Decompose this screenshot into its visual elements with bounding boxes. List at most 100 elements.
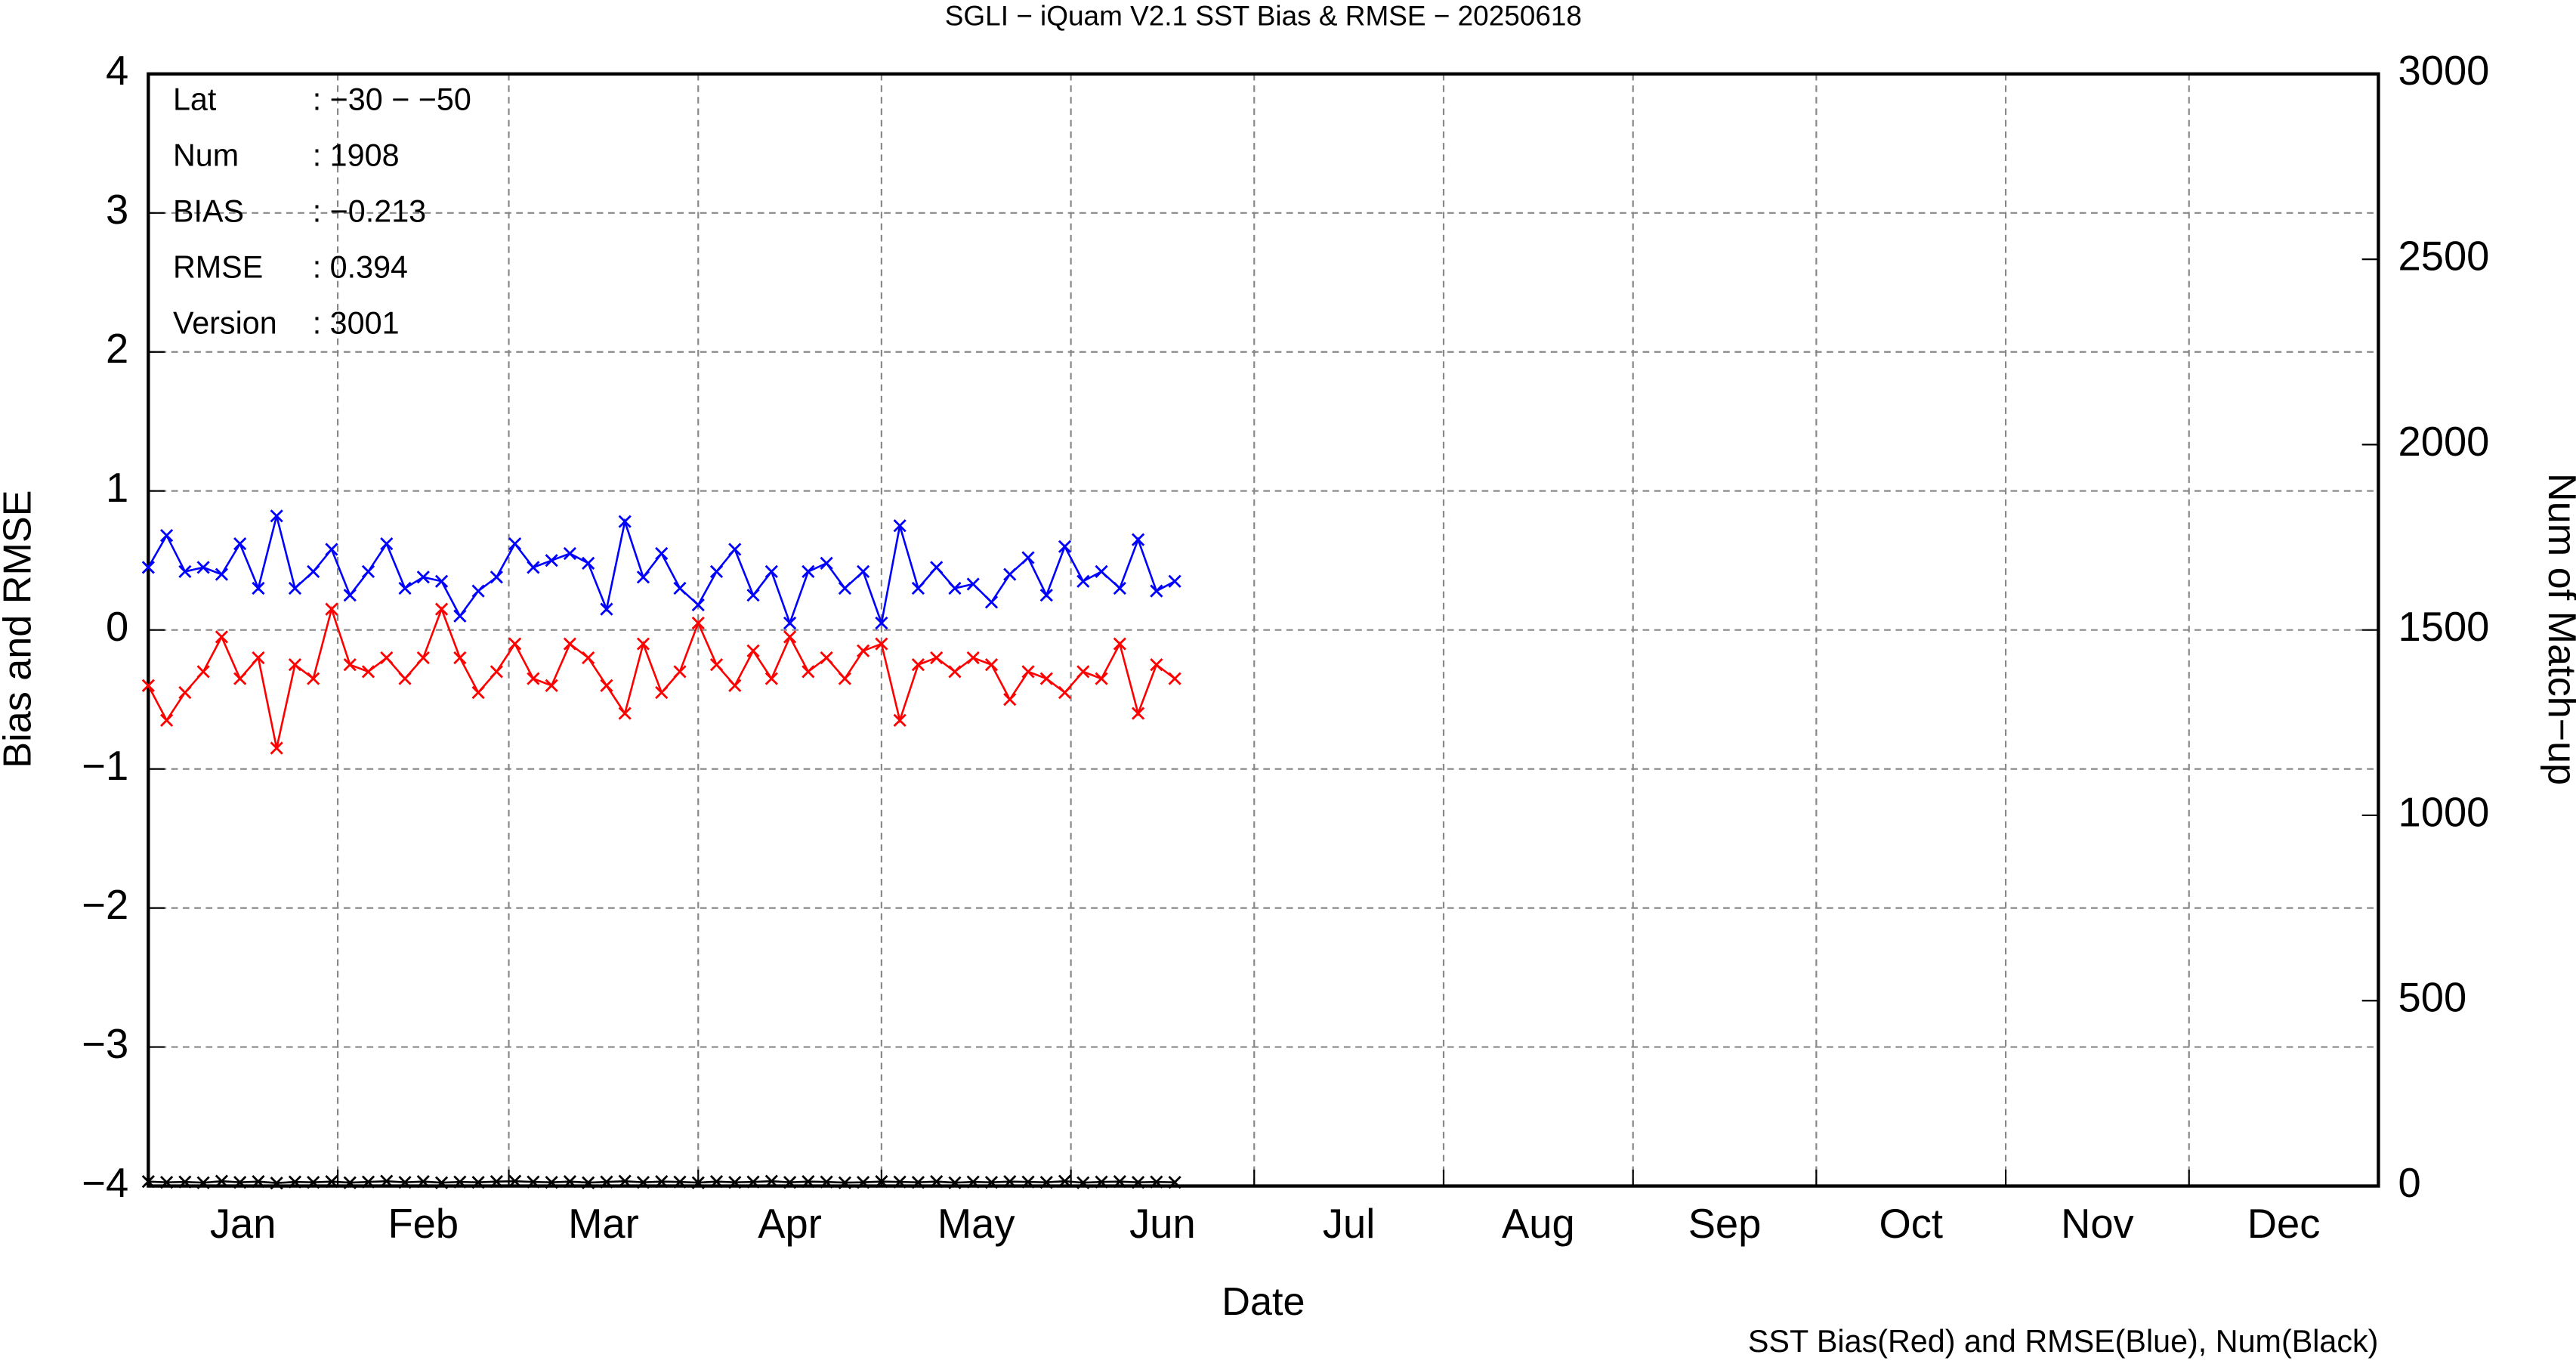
data-point bbox=[728, 1176, 742, 1189]
data-point bbox=[1076, 1176, 1090, 1189]
data-point bbox=[1131, 533, 1145, 546]
data-point bbox=[691, 598, 705, 612]
y2-tick-label: 1000 bbox=[2398, 789, 2490, 835]
data-point bbox=[857, 1176, 870, 1189]
data-point bbox=[361, 564, 375, 579]
data-point bbox=[1003, 567, 1017, 581]
data-point bbox=[1113, 637, 1126, 651]
data-point bbox=[636, 571, 650, 584]
data-point bbox=[288, 658, 302, 672]
data-point bbox=[545, 554, 558, 567]
data-point bbox=[343, 658, 357, 672]
info-value: : 3001 bbox=[313, 305, 400, 340]
data-point bbox=[764, 564, 778, 579]
info-value: : 0.394 bbox=[313, 249, 408, 284]
info-label: Lat bbox=[173, 82, 217, 117]
data-point bbox=[930, 651, 944, 665]
data-point bbox=[582, 556, 595, 570]
data-point bbox=[1076, 574, 1090, 588]
data-point bbox=[141, 1175, 155, 1189]
data-point bbox=[746, 589, 760, 602]
data-point bbox=[930, 561, 944, 574]
x-tick-label: Apr bbox=[758, 1201, 822, 1247]
data-point bbox=[875, 616, 888, 630]
data-point bbox=[178, 564, 192, 579]
data-point bbox=[691, 616, 705, 630]
data-point bbox=[746, 644, 760, 657]
data-point bbox=[508, 1174, 522, 1188]
data-point bbox=[1021, 551, 1035, 564]
data-point bbox=[1150, 1175, 1163, 1189]
data-point bbox=[673, 1175, 687, 1189]
data-point bbox=[636, 637, 650, 651]
x-axis-label: Date bbox=[1222, 1280, 1305, 1324]
data-point bbox=[215, 630, 229, 644]
data-point bbox=[159, 1176, 174, 1189]
data-point bbox=[270, 509, 283, 523]
data-point bbox=[1095, 1175, 1108, 1189]
data-point bbox=[252, 1175, 265, 1189]
data-point bbox=[728, 543, 742, 556]
data-point bbox=[270, 741, 283, 755]
data-point bbox=[434, 602, 449, 616]
y-tick-label: 0 bbox=[106, 604, 128, 650]
series-line bbox=[147, 515, 1175, 627]
data-point bbox=[802, 1175, 815, 1189]
data-point bbox=[380, 537, 394, 551]
data-point bbox=[655, 1175, 669, 1189]
data-point bbox=[434, 574, 449, 588]
info-label: Num bbox=[173, 138, 239, 173]
data-point bbox=[673, 581, 687, 595]
y2-tick-label: 500 bbox=[2398, 975, 2467, 1021]
y2-tick-label: 0 bbox=[2398, 1160, 2421, 1206]
data-point bbox=[471, 584, 485, 598]
data-point bbox=[691, 1176, 705, 1189]
data-point bbox=[196, 665, 210, 679]
data-point bbox=[1003, 693, 1017, 707]
data-point bbox=[1113, 581, 1126, 595]
data-point bbox=[1058, 685, 1072, 700]
data-point bbox=[307, 564, 320, 579]
data-point bbox=[343, 1176, 357, 1189]
data-point bbox=[838, 672, 851, 685]
data-point bbox=[288, 1175, 302, 1189]
data-point bbox=[178, 1175, 192, 1189]
data-point bbox=[857, 644, 870, 657]
info-value: : −0.213 bbox=[313, 194, 426, 229]
data-point bbox=[416, 1175, 430, 1189]
data-point bbox=[380, 651, 394, 665]
plot-frame bbox=[147, 72, 2380, 1188]
data-point bbox=[527, 672, 540, 685]
data-point bbox=[948, 581, 962, 595]
data-point bbox=[1039, 672, 1053, 685]
y-tick-label: −4 bbox=[82, 1160, 128, 1206]
data-point bbox=[966, 651, 980, 665]
data-point bbox=[1131, 1176, 1145, 1189]
data-point bbox=[783, 630, 797, 644]
data-point bbox=[911, 658, 925, 672]
data-point bbox=[618, 707, 632, 720]
data-point bbox=[252, 581, 265, 595]
data-point bbox=[1039, 1176, 1053, 1189]
data-point bbox=[1095, 672, 1108, 685]
data-point bbox=[1058, 1174, 1072, 1188]
data-point bbox=[875, 637, 888, 651]
data-point bbox=[709, 564, 724, 579]
data-point bbox=[527, 561, 540, 574]
y-tick-label: −2 bbox=[82, 882, 128, 928]
footnote: SST Bias(Red) and RMSE(Blue), Num(Black) bbox=[1748, 1324, 2379, 1359]
data-point bbox=[545, 679, 558, 692]
data-point bbox=[984, 595, 999, 609]
data-point bbox=[141, 561, 155, 574]
data-point bbox=[471, 685, 485, 700]
data-point bbox=[325, 602, 338, 616]
data-point bbox=[453, 1175, 467, 1189]
data-point bbox=[709, 658, 724, 672]
y-tick-label: 4 bbox=[106, 48, 128, 94]
data-point bbox=[857, 564, 870, 579]
data-point bbox=[288, 581, 302, 595]
data-point bbox=[380, 1174, 394, 1188]
x-tick-label: Aug bbox=[1502, 1201, 1575, 1247]
data-point bbox=[618, 1174, 632, 1188]
data-point bbox=[838, 1176, 851, 1189]
